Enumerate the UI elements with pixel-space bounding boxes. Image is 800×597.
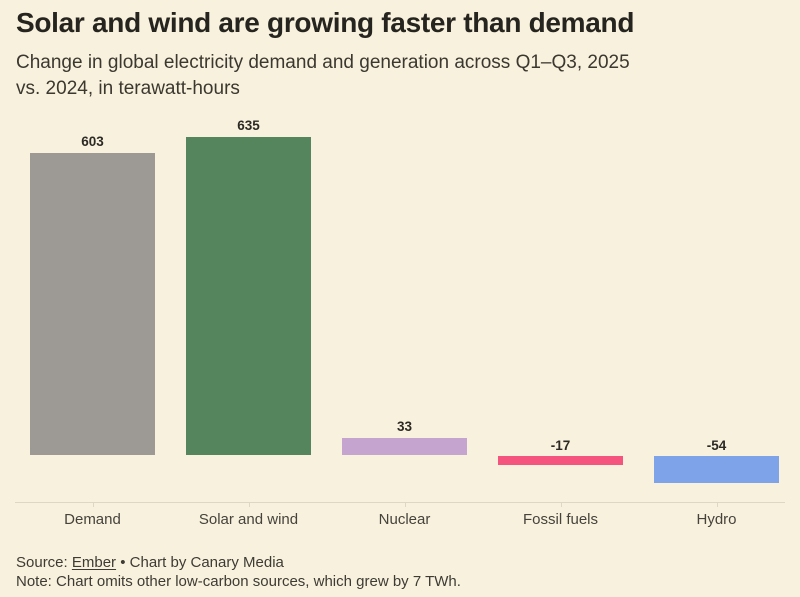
- x-axis-tick: [248, 502, 250, 507]
- bar-nuclear: [342, 438, 467, 455]
- value-label: -54: [706, 438, 727, 453]
- bar-demand: [30, 153, 155, 455]
- source-ember-link[interactable]: Ember: [71, 554, 117, 571]
- chart-subtitle-line1: Change in global electricity demand and …: [16, 52, 630, 73]
- chart-title: Solar and wind are growing faster than d…: [16, 7, 635, 38]
- source-line: Source: Ember • Chart by Canary Media: [16, 554, 284, 572]
- category-label-hydro: Hydro: [696, 511, 737, 528]
- value-label: -17: [550, 438, 571, 453]
- chart-subtitle: Change in global electricity demand and …: [16, 50, 786, 102]
- source-credit: • Chart by Canary Media: [116, 554, 284, 571]
- category-label-demand: Demand: [64, 511, 121, 528]
- bar-hydro: [654, 456, 779, 483]
- category-label-solar-and-wind: Solar and wind: [198, 511, 299, 528]
- x-axis-line: [15, 502, 785, 503]
- bar-fossil-fuels: [498, 456, 623, 465]
- category-label-nuclear: Nuclear: [378, 511, 431, 528]
- value-label: 603: [81, 134, 104, 149]
- chart-subtitle-line2: vs. 2024, in terawatt-hours: [16, 78, 240, 99]
- x-axis-tick: [92, 502, 94, 507]
- source-prefix: Source:: [16, 554, 72, 571]
- x-axis-tick: [716, 502, 718, 507]
- chart-note: Note: Chart omits other low-carbon sourc…: [16, 573, 461, 590]
- category-label-fossil-fuels: Fossil fuels: [522, 511, 599, 528]
- value-label: 33: [396, 419, 413, 434]
- value-label: 635: [237, 118, 260, 133]
- bar-solar-and-wind: [186, 137, 311, 455]
- x-axis-tick: [404, 502, 406, 507]
- x-axis-tick: [560, 502, 562, 507]
